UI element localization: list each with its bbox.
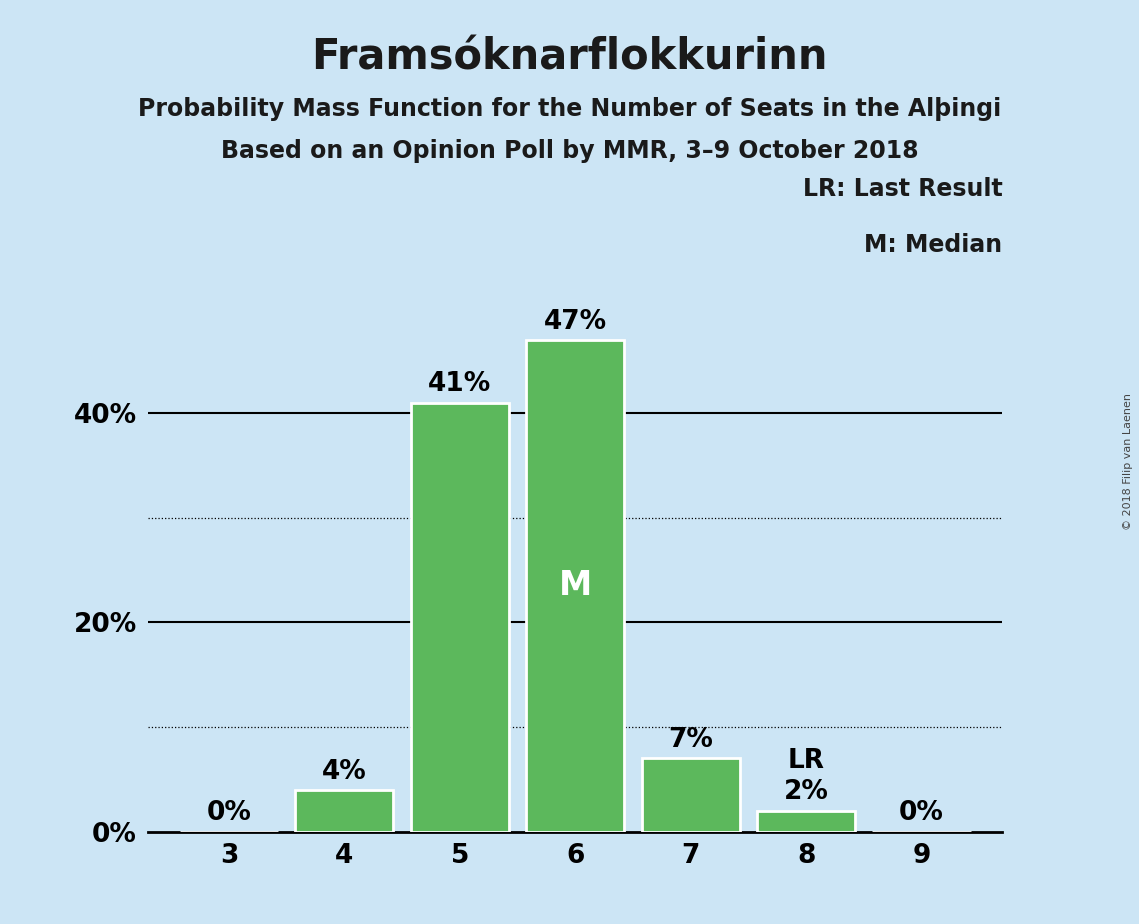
Bar — [526, 340, 624, 832]
Text: 4%: 4% — [322, 759, 367, 784]
Text: 41%: 41% — [428, 371, 491, 397]
Bar — [411, 403, 509, 832]
Bar — [295, 790, 393, 832]
Text: LR: LR — [787, 748, 825, 774]
Text: Framsóknarflokkurinn: Framsóknarflokkurinn — [311, 37, 828, 79]
Text: LR: Last Result: LR: Last Result — [803, 177, 1002, 201]
Text: M: Median: M: Median — [865, 233, 1002, 257]
Text: 2%: 2% — [784, 780, 828, 806]
Bar — [641, 759, 739, 832]
Bar — [757, 810, 855, 832]
Text: 0%: 0% — [206, 800, 252, 826]
Text: © 2018 Filip van Laenen: © 2018 Filip van Laenen — [1123, 394, 1133, 530]
Text: 47%: 47% — [543, 309, 607, 334]
Text: 0%: 0% — [899, 800, 944, 826]
Text: M: M — [558, 569, 592, 602]
Text: Probability Mass Function for the Number of Seats in the Alþingi: Probability Mass Function for the Number… — [138, 97, 1001, 121]
Text: 7%: 7% — [669, 727, 713, 753]
Text: Based on an Opinion Poll by MMR, 3–9 October 2018: Based on an Opinion Poll by MMR, 3–9 Oct… — [221, 139, 918, 163]
